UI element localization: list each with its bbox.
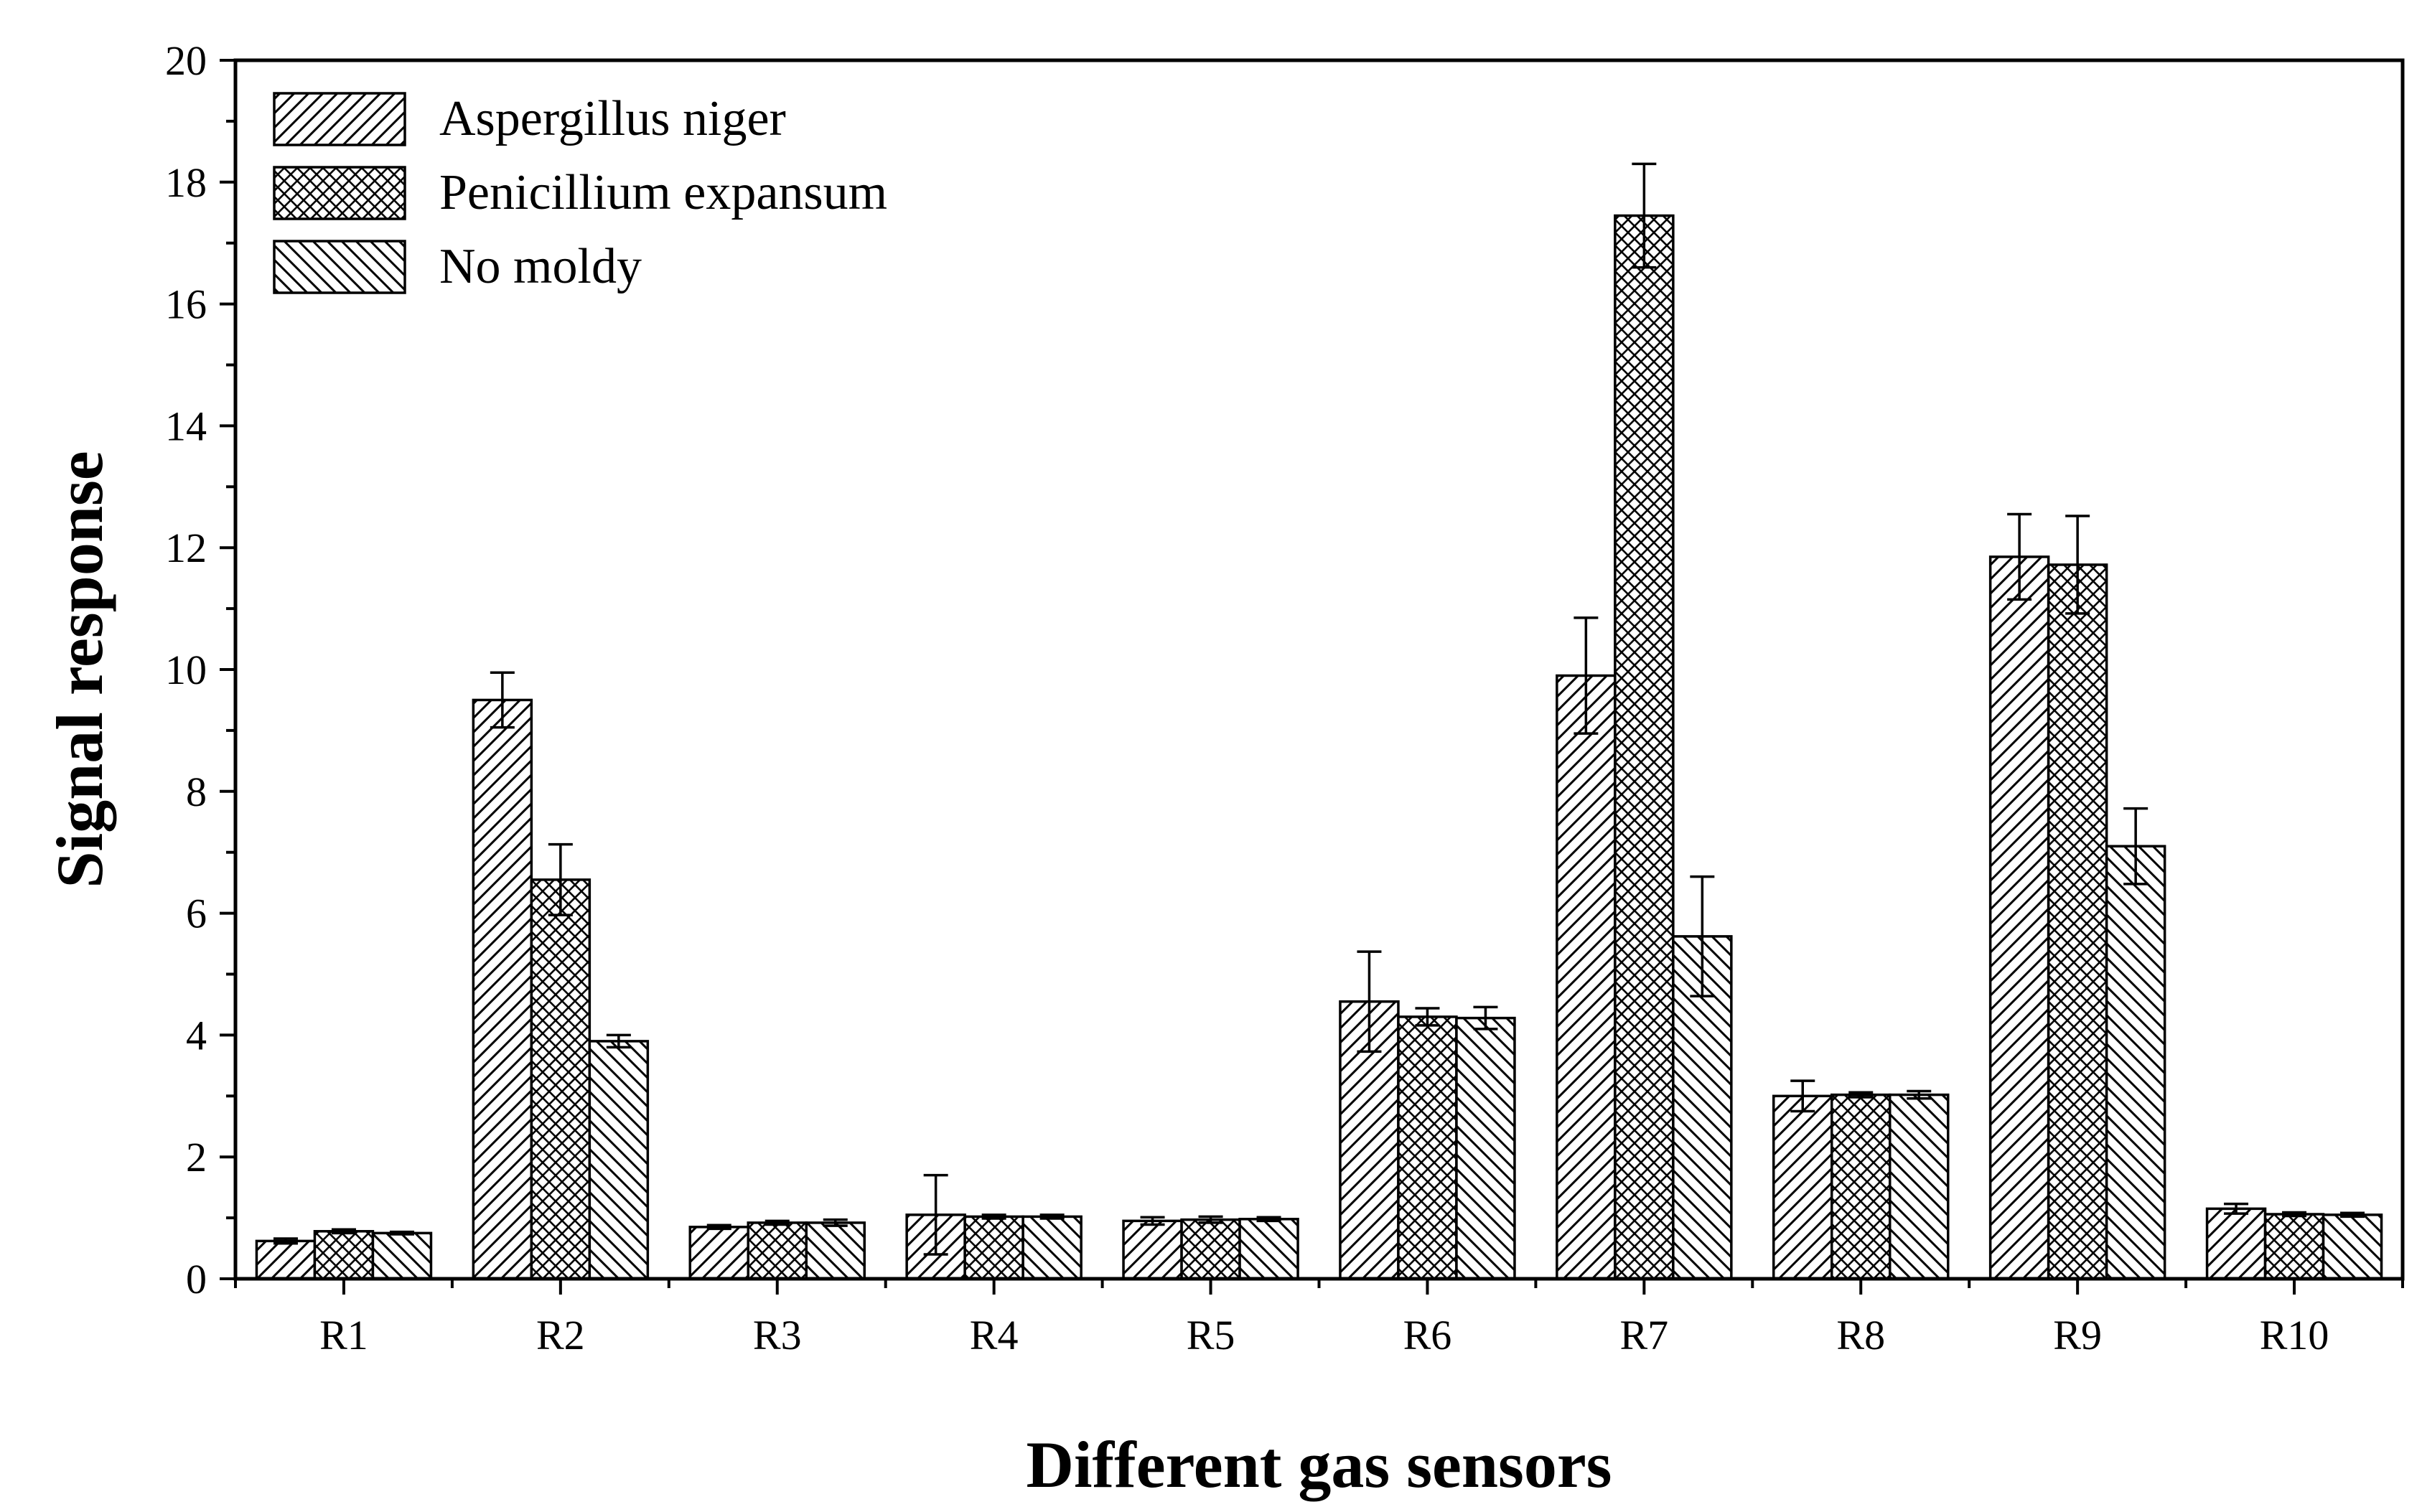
error-bar-r6-series-1	[1357, 950, 1382, 1053]
x-tick-label: R4	[970, 1312, 1019, 1358]
y-tick-label: 8	[186, 769, 207, 815]
bar-r6-series-3	[1455, 1016, 1516, 1280]
legend-swatch	[273, 166, 406, 220]
y-tick-label: 2	[186, 1134, 207, 1180]
error-bar-r10-series-3	[2340, 1211, 2365, 1218]
error-bar-r2-series-1	[490, 671, 515, 729]
bar-r5-series-3	[1238, 1218, 1299, 1280]
bar-r6-series-2	[1397, 1015, 1458, 1280]
bar-r3-series-1	[688, 1226, 749, 1280]
legend-item: No moldy	[273, 239, 642, 294]
error-bar-r10-series-2	[2282, 1211, 2307, 1218]
y-axis-title: Signal response	[43, 451, 116, 888]
error-bar-r8-series-3	[1907, 1089, 1932, 1100]
x-tick-label: R9	[2053, 1312, 2102, 1358]
error-bar-r7-series-3	[1690, 875, 1715, 997]
x-tick-label: R3	[753, 1312, 802, 1358]
error-bar-r9-series-1	[2007, 512, 2032, 601]
error-bar-r7-series-2	[1632, 162, 1657, 269]
bar-r5-series-2	[1180, 1218, 1241, 1280]
bar-r2-series-1	[472, 698, 533, 1280]
error-bar-r8-series-1	[1790, 1079, 1815, 1113]
error-bar-r10-series-1	[2224, 1202, 2249, 1215]
x-tick-label: R10	[2260, 1312, 2329, 1358]
error-bar-r4-series-2	[981, 1213, 1006, 1220]
bar-r9-series-3	[2105, 845, 2166, 1280]
bar-r10-series-1	[2205, 1207, 2267, 1280]
y-tick-label: 16	[165, 281, 207, 328]
x-tick-label: R7	[1620, 1312, 1669, 1358]
bar-r4-series-3	[1021, 1215, 1083, 1280]
legend-item: Aspergillus niger	[273, 91, 786, 146]
bar-r4-series-2	[963, 1215, 1024, 1280]
legend: Aspergillus niger Penicillium expansum No …	[273, 91, 887, 294]
legend-swatch	[273, 240, 406, 294]
y-tick-label: 12	[165, 525, 207, 571]
bar-r7-series-2	[1614, 214, 1675, 1280]
bar-r7-series-1	[1556, 674, 1617, 1280]
error-bar-r6-series-2	[1415, 1007, 1440, 1027]
legend-item: Penicillium expansum	[273, 165, 887, 220]
error-bar-r8-series-2	[1848, 1091, 1874, 1099]
error-bar-r6-series-3	[1473, 1005, 1498, 1030]
x-tick-label: R8	[1836, 1312, 1885, 1358]
bar-r1-series-3	[371, 1231, 433, 1280]
y-tick-label: 14	[165, 403, 207, 449]
x-axis-title: Different gas sensors	[1027, 1428, 1612, 1501]
legend-label: Penicillium expansum	[439, 165, 887, 220]
bar-r2-series-3	[588, 1040, 650, 1280]
bar-r5-series-1	[1122, 1219, 1183, 1280]
y-tick-label: 18	[165, 159, 207, 206]
error-bar-r9-series-3	[2123, 807, 2149, 886]
legend-label: No moldy	[439, 239, 642, 294]
bar-r8-series-3	[1889, 1093, 1950, 1280]
bar-r1-series-1	[255, 1239, 317, 1280]
y-tick-label: 0	[186, 1256, 207, 1302]
axes-layer: 0 2 4 6 8 10 12 14 16 18 20 R1 R2 R3 R4 R5 R6 R7 R8 R9 R10	[165, 37, 2405, 1358]
bar-r2-series-2	[530, 878, 592, 1280]
bar-r9-series-2	[2047, 563, 2108, 1280]
legend-label: Aspergillus niger	[439, 91, 786, 146]
bar-r9-series-1	[1988, 555, 2050, 1280]
error-bar-r7-series-1	[1574, 616, 1599, 735]
bar-r3-series-2	[747, 1221, 808, 1280]
error-bar-r3-series-3	[823, 1218, 848, 1227]
y-tick-label: 10	[165, 647, 207, 693]
error-bar-r2-series-2	[548, 842, 573, 916]
error-bar-r3-series-1	[706, 1224, 731, 1231]
y-tick-label: 4	[186, 1012, 207, 1058]
x-tick-label: R6	[1403, 1312, 1452, 1358]
error-bar-r5-series-2	[1198, 1215, 1223, 1224]
error-bar-r3-series-2	[765, 1219, 790, 1226]
bar-r3-series-3	[805, 1221, 866, 1280]
error-bar-r5-series-3	[1256, 1216, 1281, 1223]
error-bar-r1-series-3	[389, 1230, 414, 1236]
error-bar-r4-series-1	[923, 1173, 948, 1256]
error-bars-layer	[273, 162, 2365, 1256]
bar-r10-series-3	[2322, 1213, 2383, 1280]
error-bar-r4-series-3	[1039, 1213, 1065, 1220]
bar-r8-series-2	[1830, 1093, 1892, 1280]
x-tick-label: R5	[1187, 1312, 1235, 1358]
y-tick-label: 20	[165, 37, 207, 84]
bar-r10-series-2	[2263, 1213, 2325, 1280]
x-tick-label: R2	[536, 1312, 585, 1358]
y-tick-label: 6	[186, 891, 207, 937]
bar-r1-series-2	[313, 1230, 375, 1280]
error-bar-r1-series-2	[331, 1228, 356, 1235]
bar-r8-series-1	[1772, 1094, 1833, 1280]
legend-swatch	[273, 92, 406, 146]
x-tick-label: R1	[319, 1312, 368, 1358]
bars-layer	[255, 214, 2383, 1280]
error-bar-r2-series-3	[606, 1033, 631, 1049]
error-bar-r9-series-2	[2065, 515, 2090, 615]
error-bar-r5-series-1	[1140, 1216, 1165, 1226]
error-bar-r1-series-1	[273, 1237, 298, 1245]
